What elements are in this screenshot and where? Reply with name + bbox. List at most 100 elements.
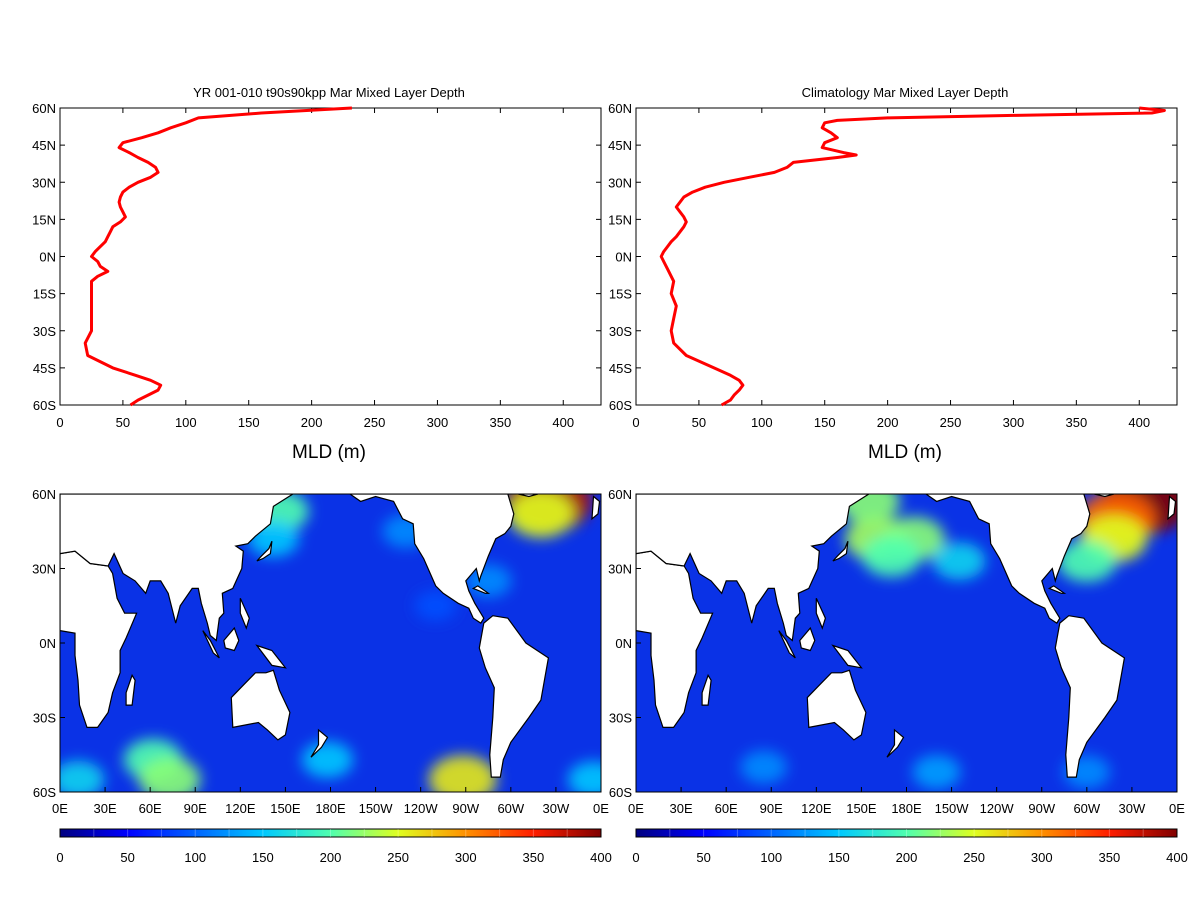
mld-hotspot-left bbox=[567, 761, 601, 792]
profile-ytick-label-right: 15S bbox=[609, 287, 632, 302]
colorbar-tick-label-right: 300 bbox=[1031, 850, 1053, 865]
colorbar-tick-label-right: 150 bbox=[828, 850, 850, 865]
profile-line-right bbox=[659, 106, 1166, 407]
land-mass-right bbox=[701, 673, 712, 706]
mld-hotspot-right bbox=[862, 535, 921, 578]
map-y-ticks-right: 60N 30N 0N 30S 60S bbox=[608, 487, 641, 800]
land-mass-left bbox=[125, 673, 136, 706]
map-xtick-label-right: 60E bbox=[715, 801, 738, 816]
profile-panel-right: Climatology Mar Mixed Layer Depth 60N 45N… bbox=[608, 85, 1178, 463]
colorbar-tick-label-left: 400 bbox=[590, 850, 612, 865]
colorbar-tick-label-left: 0 bbox=[56, 850, 63, 865]
land-mass-right bbox=[886, 728, 905, 758]
map-ytick-label-right: 60S bbox=[609, 785, 632, 800]
land-mass-left bbox=[255, 644, 287, 669]
land-mass-right bbox=[778, 630, 796, 659]
profile-ytick-label-right: 45S bbox=[609, 361, 632, 376]
land-mass-left bbox=[230, 669, 291, 741]
profile-xtick-label-right: 300 bbox=[1003, 415, 1025, 430]
land-mass-right bbox=[832, 540, 849, 562]
map-ytick-label-left: 30S bbox=[33, 711, 56, 726]
land-mass-left bbox=[202, 630, 220, 659]
colorbar-tick-label-left: 200 bbox=[320, 850, 342, 865]
map-xtick-label-right: 30E bbox=[670, 801, 693, 816]
profile-xtick-label-left: 400 bbox=[552, 415, 574, 430]
map-xtick-label-right: 150E bbox=[846, 801, 877, 816]
map-xtick-label-right: 150W bbox=[935, 801, 970, 816]
map-xtick-label-right: 60W bbox=[1073, 801, 1100, 816]
profile-xtick-label-left: 350 bbox=[489, 415, 511, 430]
map-x-ticks-right: 0E 30E 60E 90E 120E 150E 180E 150W 120W 90W 60W 30W… bbox=[628, 787, 1185, 816]
map-xtick-label-left: 120E bbox=[225, 801, 256, 816]
profile-ytick-label-left: 60S bbox=[33, 398, 56, 413]
map-ytick-label-right: 30N bbox=[608, 562, 632, 577]
profile-ytick-label-left: 45S bbox=[33, 361, 56, 376]
map-xtick-label-right: 90W bbox=[1028, 801, 1055, 816]
profile-ytick-label-right: 15N bbox=[608, 212, 632, 227]
profile-xtick-label-right: 0 bbox=[632, 415, 639, 430]
profile-ytick-label-left: 30S bbox=[33, 324, 56, 339]
mld-hotspot-left bbox=[301, 741, 354, 778]
mld-hotspot-left bbox=[138, 757, 201, 792]
map-xtick-label-right: 120E bbox=[801, 801, 832, 816]
colorbar-right bbox=[635, 828, 1178, 838]
map-xtick-label-left: 90W bbox=[452, 801, 479, 816]
profile-xtick-label-left: 300 bbox=[427, 415, 449, 430]
profile-ytick-label-right: 30N bbox=[608, 175, 632, 190]
profile-line-left bbox=[83, 106, 352, 407]
land-mass-right bbox=[1094, 494, 1115, 498]
land-mass-right bbox=[799, 626, 816, 652]
colorbar-tick-label-right: 100 bbox=[760, 850, 782, 865]
profile-xtick-label-right: 50 bbox=[692, 415, 706, 430]
mld-hotspot-left bbox=[60, 760, 105, 792]
land-mass-left bbox=[471, 585, 491, 594]
map-ytick-label-right: 60N bbox=[608, 487, 632, 502]
profile-ytick-label-right: 30S bbox=[609, 324, 632, 339]
map-x-ticks-left: 0E 30E 60E 90E 120E 150E 180E 150W 120W 90W 60W 30W… bbox=[52, 787, 609, 816]
profile-x-ticks-left: 0 50 100 150 200 250 300 350 400 bbox=[56, 108, 574, 430]
colorbar-tick-label-left: 150 bbox=[252, 850, 274, 865]
profile-xtick-label-left: 0 bbox=[56, 415, 63, 430]
profile-ytick-label-left: 15S bbox=[33, 287, 56, 302]
colorbar-tick-label-right: 400 bbox=[1166, 850, 1188, 865]
land-mass-left bbox=[591, 495, 601, 521]
mld-hotspot-right bbox=[912, 754, 961, 790]
profile-xlabel-left: MLD (m) bbox=[292, 442, 366, 463]
colorbar-tick-label-left: 50 bbox=[120, 850, 134, 865]
land-mass-right bbox=[806, 669, 867, 741]
land-mass-left bbox=[223, 626, 240, 652]
map-xtick-label-left: 60E bbox=[139, 801, 162, 816]
land-mass-right bbox=[1047, 585, 1067, 594]
profile-x-ticks-right: 0 50 100 150 200 250 300 350 400 bbox=[632, 108, 1150, 430]
colorbar-tick-label-right: 250 bbox=[963, 850, 985, 865]
colorbar-tick-label-right: 350 bbox=[1099, 850, 1121, 865]
profile-xlabel-right: MLD (m) bbox=[868, 442, 942, 463]
profile-ytick-label-left: 15N bbox=[32, 212, 56, 227]
map-xtick-label-left: 150E bbox=[270, 801, 301, 816]
land-mass-right bbox=[831, 644, 863, 669]
map-panel-right: 60N 30N 0N 30S 60S 0E 30E 60E 90E 120E 150E 180E 15… bbox=[608, 487, 1188, 865]
mld-hotspot-right bbox=[740, 750, 787, 784]
profile-frame-right bbox=[635, 107, 1178, 406]
profile-xtick-label-right: 250 bbox=[940, 415, 962, 430]
map-ytick-label-left: 30N bbox=[32, 562, 56, 577]
map-xtick-label-right: 120W bbox=[980, 801, 1015, 816]
profile-ytick-label-right: 45N bbox=[608, 138, 632, 153]
land-mass-left bbox=[348, 494, 515, 624]
map-ytick-label-left: 60S bbox=[33, 785, 56, 800]
map-xtick-label-right: 0E bbox=[628, 801, 644, 816]
mld-hotspot-right bbox=[932, 542, 986, 580]
mld-hotspot-right bbox=[1057, 540, 1117, 583]
map-hotspots-left bbox=[60, 494, 601, 792]
map-panel-left: 60N 30N 0N 30S 60S 0E 30E 60E 90E 120E 150E 180E 15… bbox=[32, 487, 612, 865]
land-mass-right bbox=[636, 494, 871, 642]
land-mass-left bbox=[518, 494, 539, 498]
map-land-left bbox=[60, 494, 601, 778]
mld-hotspot-left bbox=[428, 755, 497, 792]
land-mass-left bbox=[239, 598, 250, 630]
land-mass-left bbox=[256, 540, 273, 562]
colorbar-tick-label-left: 250 bbox=[387, 850, 409, 865]
profile-ytick-label-left: 60N bbox=[32, 101, 56, 116]
profile-xtick-label-right: 150 bbox=[814, 415, 836, 430]
map-ytick-label-left: 0N bbox=[39, 636, 56, 651]
